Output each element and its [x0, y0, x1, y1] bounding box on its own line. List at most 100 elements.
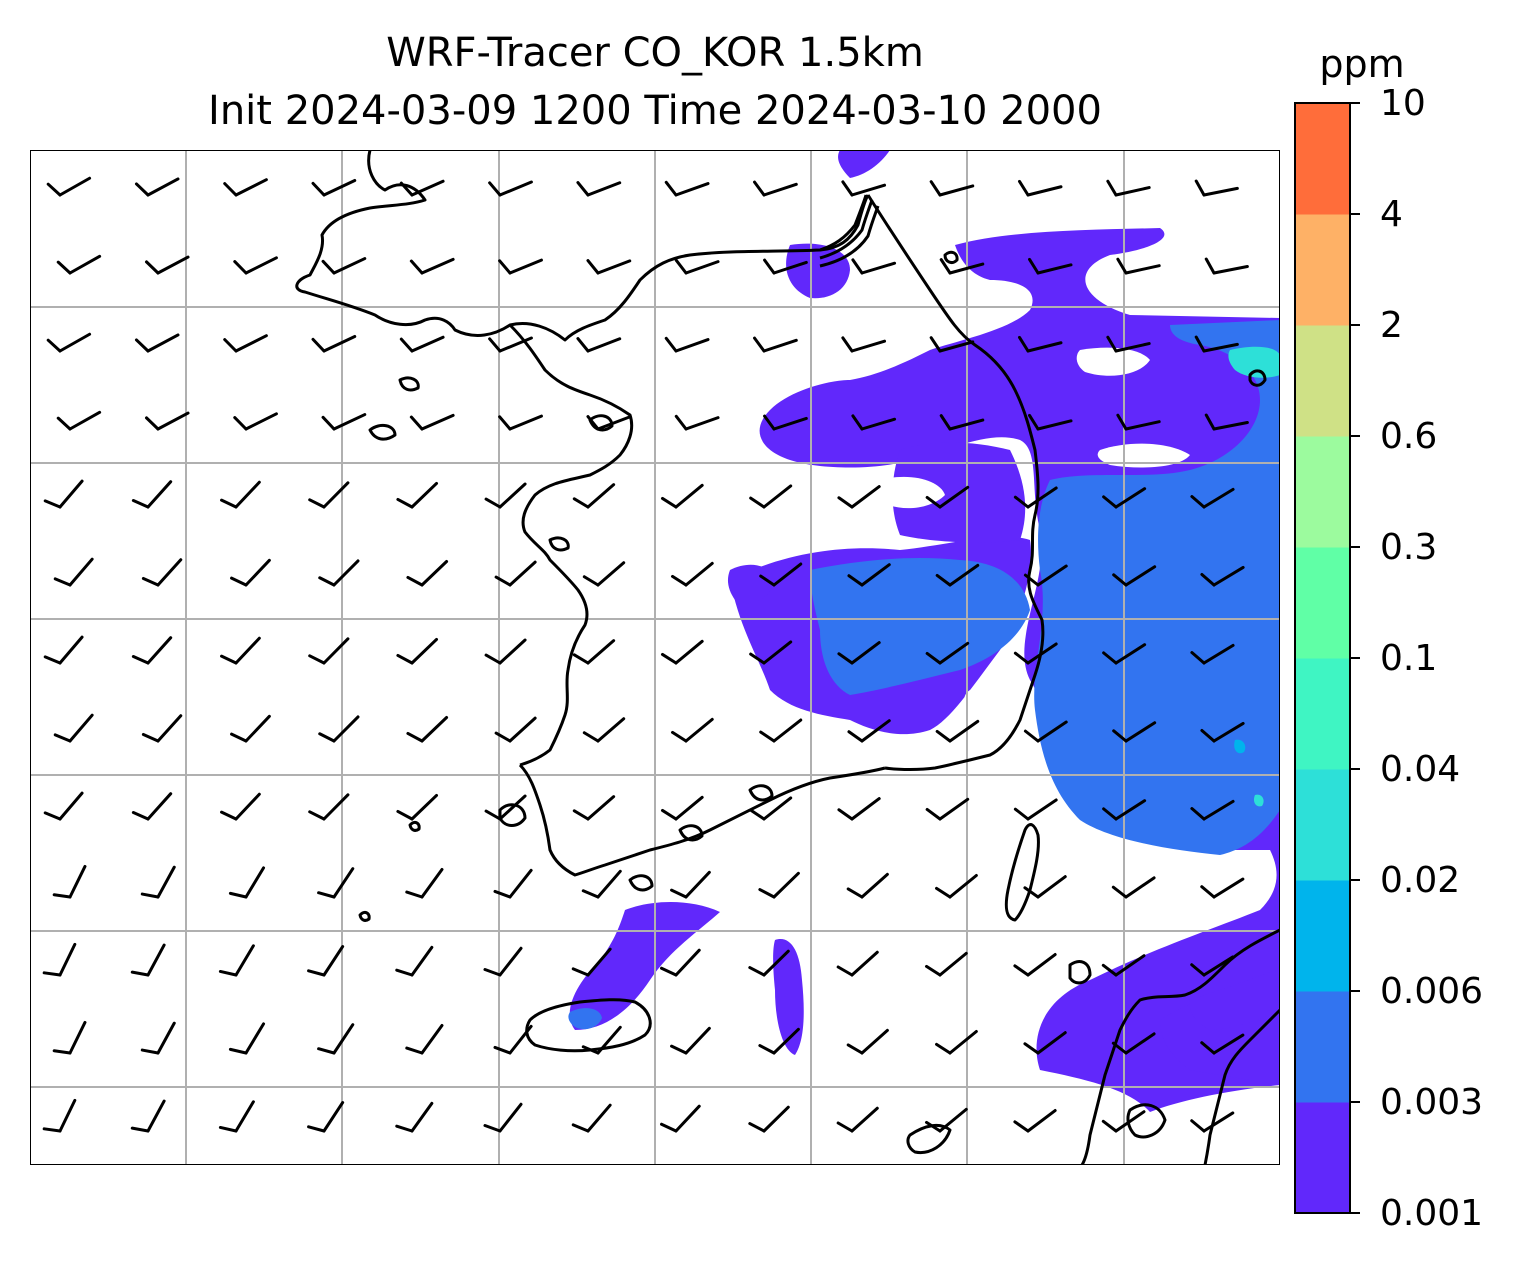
wind-barb-shaft	[860, 1028, 889, 1055]
wind-barb-shaft	[1026, 185, 1063, 197]
wind-barb-shaft	[498, 638, 527, 665]
wind-barb-feather	[230, 576, 248, 587]
wind-barb-shaft	[498, 180, 533, 197]
wind-barb-feather	[396, 809, 414, 821]
wind-barb-shaft	[68, 557, 94, 587]
wind-barb-shaft	[860, 872, 889, 899]
wind-barb-feather	[56, 260, 72, 275]
wind-barb-feather	[1112, 729, 1128, 743]
wind-barb-shaft	[244, 558, 271, 587]
wind-barb-shaft	[586, 1103, 612, 1133]
wind-barb-shaft	[156, 714, 183, 743]
wind-barb-shaft	[1212, 420, 1249, 431]
wind-barb-feather	[484, 809, 502, 821]
map-gridlines	[30, 150, 1280, 1165]
wind-barb-feather	[1190, 807, 1206, 821]
wind-barb-shaft	[410, 335, 445, 353]
plume-high-e2	[1253, 794, 1264, 807]
wind-barb-feather	[484, 497, 502, 509]
wind-barb-shaft	[938, 1107, 968, 1133]
wind-barb-feather	[925, 964, 942, 977]
wind-barb-feather	[1102, 651, 1118, 665]
wind-barb-feather	[846, 1043, 864, 1055]
wind-barb-feather	[228, 1047, 248, 1055]
wind-barb-shaft	[1202, 342, 1239, 353]
wind-barb-feather	[749, 808, 766, 821]
wind-barb-feather	[1190, 651, 1206, 665]
wind-barb-shaft	[1202, 1111, 1235, 1133]
wind-barb-feather	[576, 337, 590, 353]
chart-title-line2: Init 2024-03-09 1200 Time 2024-03-10 200…	[208, 88, 1102, 134]
wind-barb-feather	[395, 968, 414, 977]
wind-barb-shaft	[596, 259, 632, 275]
wind-barb-shaft	[1114, 487, 1147, 509]
wind-barb-shaft	[684, 717, 714, 743]
colorbar-frame	[1294, 102, 1351, 1214]
wind-barb-feather	[53, 733, 72, 743]
wind-barb-shaft	[332, 867, 355, 899]
wind-barb-shaft	[762, 640, 793, 665]
wind-barb-shaft	[322, 178, 357, 197]
wind-barb-shaft	[234, 178, 268, 197]
wind-barb-shaft	[1114, 799, 1147, 821]
wind-barb-shaft	[850, 1106, 879, 1133]
wind-barb-shaft	[322, 637, 350, 665]
wind-barb-feather	[130, 970, 150, 977]
wind-barb-feather	[493, 889, 512, 899]
wind-barb-shaft	[332, 413, 367, 431]
wind-barb-shaft	[1026, 1109, 1057, 1133]
wind-barb-feather	[660, 1122, 678, 1133]
wind-barb-feather	[753, 336, 766, 353]
wind-barb-feather	[572, 809, 590, 821]
coast-japan-kyushu	[1080, 928, 1280, 1165]
wind-barb-shaft	[1026, 953, 1057, 977]
wind-barb-shaft	[58, 791, 84, 821]
wind-barb-shaft	[1124, 721, 1157, 743]
wind-barb-feather	[671, 574, 688, 587]
wind-barb-shaft	[156, 255, 190, 275]
wind-barb-feather	[660, 652, 678, 665]
wind-barb-shaft	[332, 257, 367, 275]
wind-barb-feather	[131, 499, 150, 509]
wind-barb-shaft	[58, 1098, 77, 1133]
wind-barb-feather	[399, 337, 414, 353]
wind-barb-feather	[1023, 886, 1040, 899]
wind-barb-feather	[671, 730, 688, 743]
wind-barb-feather	[935, 886, 952, 899]
wind-barb-shaft	[762, 1105, 790, 1133]
plume-low-strip	[773, 939, 804, 1055]
colorbar-ticks: 0.001 0.003 0.006 0.02 0.04 0.1 0.3 0.6 2 4 10	[1350, 83, 1483, 1230]
wind-barb-shaft	[1202, 799, 1235, 821]
colorbar-segment	[1295, 1102, 1350, 1214]
wind-barb-feather	[925, 495, 942, 509]
coast-ne-loop	[943, 250, 1267, 387]
wind-barb-shaft	[586, 947, 612, 977]
wind-barb-feather	[483, 1123, 502, 1133]
wind-barb-feather	[395, 1124, 414, 1133]
wind-barb-shaft	[762, 182, 798, 197]
wind-barb-shaft	[508, 414, 543, 431]
wind-barbs	[42, 176, 1249, 1133]
wind-barb-feather	[406, 731, 424, 743]
colorbar-tick-label: 2	[1380, 305, 1403, 346]
wind-barb-feather	[1013, 651, 1030, 665]
wind-barb-shaft	[146, 333, 180, 353]
wind-barb-feather	[484, 653, 502, 665]
coast-japan-tsushima	[1004, 823, 1040, 922]
colorbar-tick-label: 0.3	[1380, 527, 1437, 568]
tracer-concentration-fill	[568, 150, 1280, 1112]
wind-barb-feather	[140, 892, 160, 899]
wind-barb-feather	[749, 652, 766, 665]
wind-barb-feather	[141, 576, 160, 587]
wind-barb-shaft	[586, 181, 622, 197]
wind-barb-shaft	[410, 179, 445, 197]
wind-barb-feather	[841, 180, 854, 197]
wind-barb-shaft	[938, 951, 968, 977]
colorbar-segment	[1295, 991, 1350, 1103]
wind-barb-shaft	[596, 717, 626, 743]
wind-barb-shaft	[420, 867, 444, 899]
wind-barb-feather	[43, 811, 62, 821]
wind-barb-shaft	[772, 871, 800, 899]
wind-barb-shaft	[674, 795, 704, 821]
wind-barb-feather	[1116, 413, 1128, 431]
